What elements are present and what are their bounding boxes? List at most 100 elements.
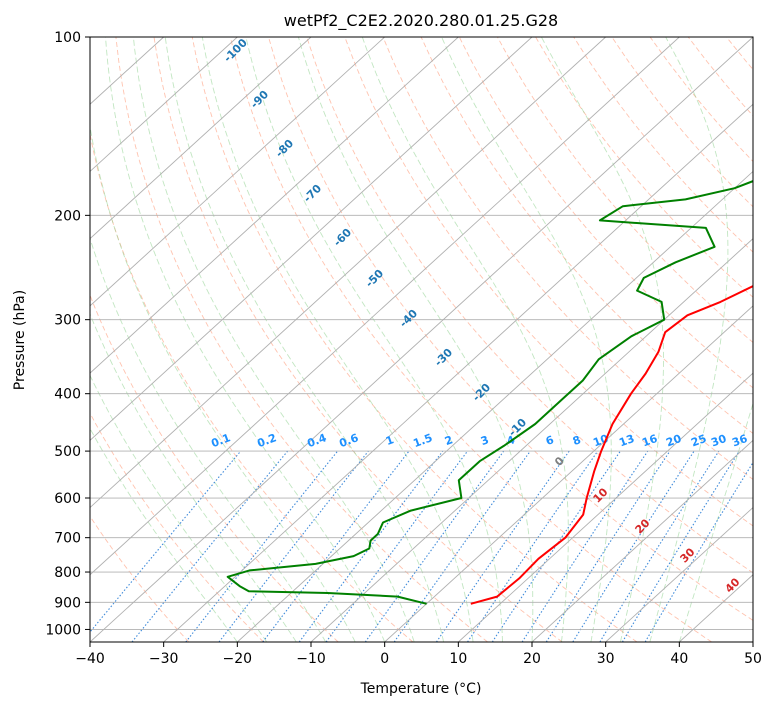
mixing-ratio-line [185,450,339,642]
y-tick-label: 1000 [45,622,81,638]
isotherm [237,170,753,642]
dry-adiabat [649,37,753,163]
y-tick-label: 800 [54,565,81,581]
dry-adiabat [306,37,753,574]
theta-label: 30 [678,545,698,565]
mixing-ratio-label: 3 [479,433,491,448]
mixing-ratio-line [467,450,599,642]
isotherm [384,305,753,642]
moist-adiabat [90,374,268,642]
mixing-ratio-label: 36 [730,432,749,450]
mixing-ratio-line [325,450,468,642]
isotherm [752,641,753,642]
dry-adiabat [420,37,753,435]
profile-series [226,180,753,605]
y-tick-label: 600 [54,491,81,507]
y-axis-ticks: 100 200 300 400 500 600 700 800 900 1000 [45,30,90,638]
mixing-ratio-line [218,450,369,642]
dry-adiabat [191,37,638,642]
background-lines [90,37,775,642]
mixing-ratio-line [364,450,505,642]
dry-adiabat [344,37,753,527]
dry-adiabat [726,37,753,71]
dry-adiabat [153,37,563,642]
mixing-ratio-label: 30 [709,432,728,450]
x-tick-label: 50 [744,651,762,667]
temperature-line [470,284,753,605]
moist-adiabat [90,123,356,642]
y-tick-label: 200 [54,208,81,224]
isotherm-label: -40 [397,307,420,330]
x-tick-label: 20 [523,651,541,667]
mixing-ratio-label: 25 [689,432,708,449]
theta-label: 10 [591,485,611,505]
dry-adiabat [90,412,264,642]
moist-adiabat [201,37,474,642]
mixing-ratio-line [572,450,695,642]
isotherm [163,103,753,642]
x-tick-label: 30 [597,651,615,667]
mixing-ratio-label: 10 [591,432,610,450]
isotherm [90,37,459,374]
isotherm-label: -80 [273,137,296,160]
y-tick-label: 400 [54,387,81,403]
x-tick-label: −10 [296,651,326,667]
y-axis-label: Pressure (hPa) [12,290,28,390]
theta-label: 40 [723,575,743,595]
isotherm [90,37,238,173]
isotherm [90,37,533,441]
moist-adiabat [678,401,753,642]
mixing-ratio-line [298,450,444,642]
isotherm [531,439,753,642]
moist-adiabat [105,37,386,642]
x-tick-label: 10 [449,651,467,667]
mixing-ratio-label: 1 [384,433,396,448]
x-tick-label: 0 [380,651,389,667]
isotherm [90,37,680,576]
mixing-ratio-label: 0.4 [305,431,328,450]
dry-adiabat [268,37,753,621]
isotherm-label: -100 [221,36,250,65]
mixing-ratio-label: 13 [617,432,636,449]
moist-adiabat [90,236,327,642]
isotherm-label: -60 [331,226,354,249]
x-tick-label: −40 [75,651,105,667]
x-tick-label: 40 [670,651,688,667]
mixing-ratio-line [491,450,621,642]
dry-adiabat [115,37,488,642]
isotherm [458,372,753,642]
dry-adiabat [382,37,753,481]
moist-adiabat [649,37,729,642]
moist-adiabat [245,37,503,642]
mixing-ratio-label: 16 [640,432,659,450]
mixing-ratio-label: 0.6 [337,431,360,450]
isotherm-label: 0 [552,454,567,469]
mixing-ratio-line [599,450,720,642]
plot-frame [89,36,754,643]
mixing-ratio-line [521,450,649,642]
mixing-ratio-label: 0.2 [255,431,278,450]
y-tick-label: 100 [54,30,81,46]
moist-adiabat [90,312,297,642]
mixing-ratio-line [435,450,570,642]
mixing-ratio-line [644,461,753,642]
mixing-ratio-label: 2 [443,433,455,448]
mixing-ratio-line [90,450,242,633]
isotherm-label: -50 [363,267,386,290]
mixing-ratio-label: 8 [571,433,583,448]
dry-adiabat [535,37,753,298]
dry-adiabat [765,37,775,642]
mixing-ratio-line [262,450,410,642]
moist-adiabat [297,37,534,642]
isotherm [90,37,312,240]
dry-adiabat [497,37,753,344]
isotherm [90,37,753,642]
isotherm [90,37,606,509]
isotherm [310,238,753,642]
dewpoint-line [226,180,753,605]
chart-title: wetPf2_C2E2.2020.280.01.25.G28 [284,11,558,31]
mixing-ratio-label: 6 [544,433,556,448]
y-tick-label: 900 [54,595,81,611]
dry-adiabat [687,37,753,117]
